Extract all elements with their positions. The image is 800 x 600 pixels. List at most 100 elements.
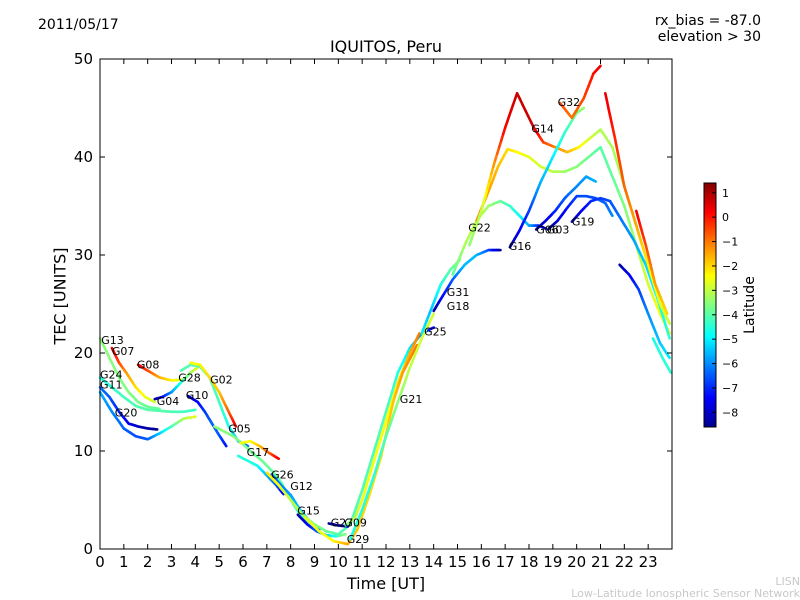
colorbar-tick-label: −3 bbox=[722, 284, 738, 297]
trace-segment bbox=[385, 418, 391, 431]
x-tick-label: 4 bbox=[191, 553, 201, 571]
colorbar-tick-label: −1 bbox=[722, 236, 738, 249]
x-tick-label: 16 bbox=[472, 553, 491, 571]
x-axis-label: Time [UT] bbox=[346, 574, 426, 593]
colorbar bbox=[703, 182, 717, 428]
y-tick-label: 10 bbox=[74, 442, 93, 460]
y-tick-label: 50 bbox=[74, 50, 93, 68]
sat-label-g15: G15 bbox=[297, 505, 320, 518]
sat-label-g27: G27 bbox=[331, 517, 354, 530]
sat-label-g02: G02 bbox=[210, 373, 233, 386]
colorbar-tick-label: 1 bbox=[722, 187, 729, 200]
x-tick-label: 10 bbox=[329, 553, 348, 571]
series-g-d bbox=[634, 209, 669, 316]
trace-segment bbox=[430, 312, 436, 320]
footer-network: Low-Latitude Ionospheric Sensor Network bbox=[571, 587, 800, 600]
x-tick-label: 15 bbox=[448, 553, 467, 571]
series-g13 bbox=[98, 336, 161, 411]
trace-segment bbox=[151, 399, 157, 404]
x-tick-label: 11 bbox=[353, 553, 372, 571]
series-g27 bbox=[327, 522, 350, 528]
sat-label-g26: G26 bbox=[271, 468, 294, 481]
trace-segment bbox=[592, 179, 598, 183]
footer-lisn: LISN bbox=[775, 575, 800, 588]
sat-label-g08: G08 bbox=[137, 359, 160, 372]
series-g08 bbox=[136, 363, 185, 382]
colorbar-label: Latitude bbox=[742, 276, 758, 334]
colorbar-tick-label: −7 bbox=[722, 382, 738, 395]
chart-title: IQUITOS, Peru bbox=[329, 37, 443, 56]
x-tick-label: 0 bbox=[95, 553, 105, 571]
y-tick-label: 20 bbox=[74, 344, 93, 362]
colorbar-tick-label: −8 bbox=[722, 406, 738, 419]
sat-label-g29: G29 bbox=[347, 533, 370, 546]
series-g10 bbox=[186, 394, 228, 448]
y-tick-label: 0 bbox=[83, 540, 93, 558]
trace-segment bbox=[668, 368, 673, 374]
series-g-b bbox=[603, 92, 671, 325]
x-tick-label: 1 bbox=[119, 553, 129, 571]
trace-segment bbox=[619, 168, 625, 180]
series-g18 bbox=[432, 248, 502, 313]
series-g06 bbox=[534, 175, 598, 231]
series-g05 bbox=[213, 425, 312, 526]
sat-label-g06: G06 bbox=[536, 223, 559, 236]
sat-label-g28: G28 bbox=[178, 371, 201, 384]
sat-label-g12: G12 bbox=[290, 480, 313, 493]
sat-label-layer: G13G07G08G24G11G20G04G28G10G02G05G17G26G… bbox=[100, 96, 594, 546]
sat-label-g32: G32 bbox=[558, 96, 581, 109]
colorbar-tick-label: −2 bbox=[722, 260, 738, 273]
series-g26 bbox=[236, 454, 285, 496]
series-g-e bbox=[651, 336, 673, 374]
x-tick-label: 5 bbox=[214, 553, 224, 571]
series-g16 bbox=[508, 106, 586, 249]
trace-segment bbox=[389, 400, 395, 413]
axis-layer: 0 1 2 3 4 5 6 7 8 9 10 11 12 13 14 15 16 17 18 19 20 21 22 2301… bbox=[74, 50, 672, 571]
series-g20 bbox=[98, 390, 197, 441]
series-g-a bbox=[558, 64, 602, 120]
series-g11 bbox=[98, 385, 159, 431]
series-g17 bbox=[239, 439, 281, 461]
x-tick-label: 22 bbox=[615, 553, 634, 571]
trace-segment bbox=[416, 332, 421, 339]
trace-segment bbox=[275, 456, 281, 461]
plot-frame bbox=[99, 58, 673, 550]
sat-label-g14: G14 bbox=[531, 123, 554, 136]
trace-segment bbox=[306, 521, 312, 526]
trace-segment bbox=[413, 343, 419, 352]
series-g22 bbox=[451, 199, 548, 276]
x-tick-label: 17 bbox=[496, 553, 515, 571]
trace-segment bbox=[613, 136, 618, 147]
sat-label-g03: G03 bbox=[547, 223, 570, 236]
trace-segment bbox=[581, 106, 586, 111]
trace-segment bbox=[663, 307, 669, 316]
trace-segment bbox=[244, 443, 250, 448]
sat-label-g04: G04 bbox=[157, 395, 180, 408]
x-tick-label: 9 bbox=[310, 553, 320, 571]
trace-segment bbox=[618, 160, 623, 172]
trace-segment bbox=[430, 326, 436, 330]
x-tick-label: 21 bbox=[591, 553, 610, 571]
trace-segment bbox=[387, 409, 393, 422]
trace-segment bbox=[195, 366, 199, 370]
sat-label-g05: G05 bbox=[228, 422, 251, 435]
x-tick-label: 23 bbox=[639, 553, 658, 571]
colorbar-tick-label: −5 bbox=[722, 333, 738, 346]
x-tick-label: 14 bbox=[424, 553, 443, 571]
trace-segment bbox=[609, 212, 614, 218]
sat-label-g13: G13 bbox=[101, 334, 124, 347]
trace-segment bbox=[666, 354, 671, 360]
date-label: 2011/05/17 bbox=[38, 17, 119, 33]
trace-segment bbox=[621, 176, 626, 188]
x-tick-label: 19 bbox=[543, 553, 562, 571]
colorbar-tick-label: −4 bbox=[722, 309, 738, 322]
rx-bias-label: rx_bias = -87.0 bbox=[654, 13, 761, 29]
trace-segment bbox=[666, 330, 671, 340]
y-tick-label: 40 bbox=[74, 148, 93, 166]
series-g24 bbox=[98, 376, 197, 414]
sat-label-g21: G21 bbox=[400, 393, 423, 406]
series-g21 bbox=[348, 312, 436, 541]
sat-label-g31: G31 bbox=[447, 286, 470, 299]
sat-label-g18: G18 bbox=[447, 300, 470, 313]
